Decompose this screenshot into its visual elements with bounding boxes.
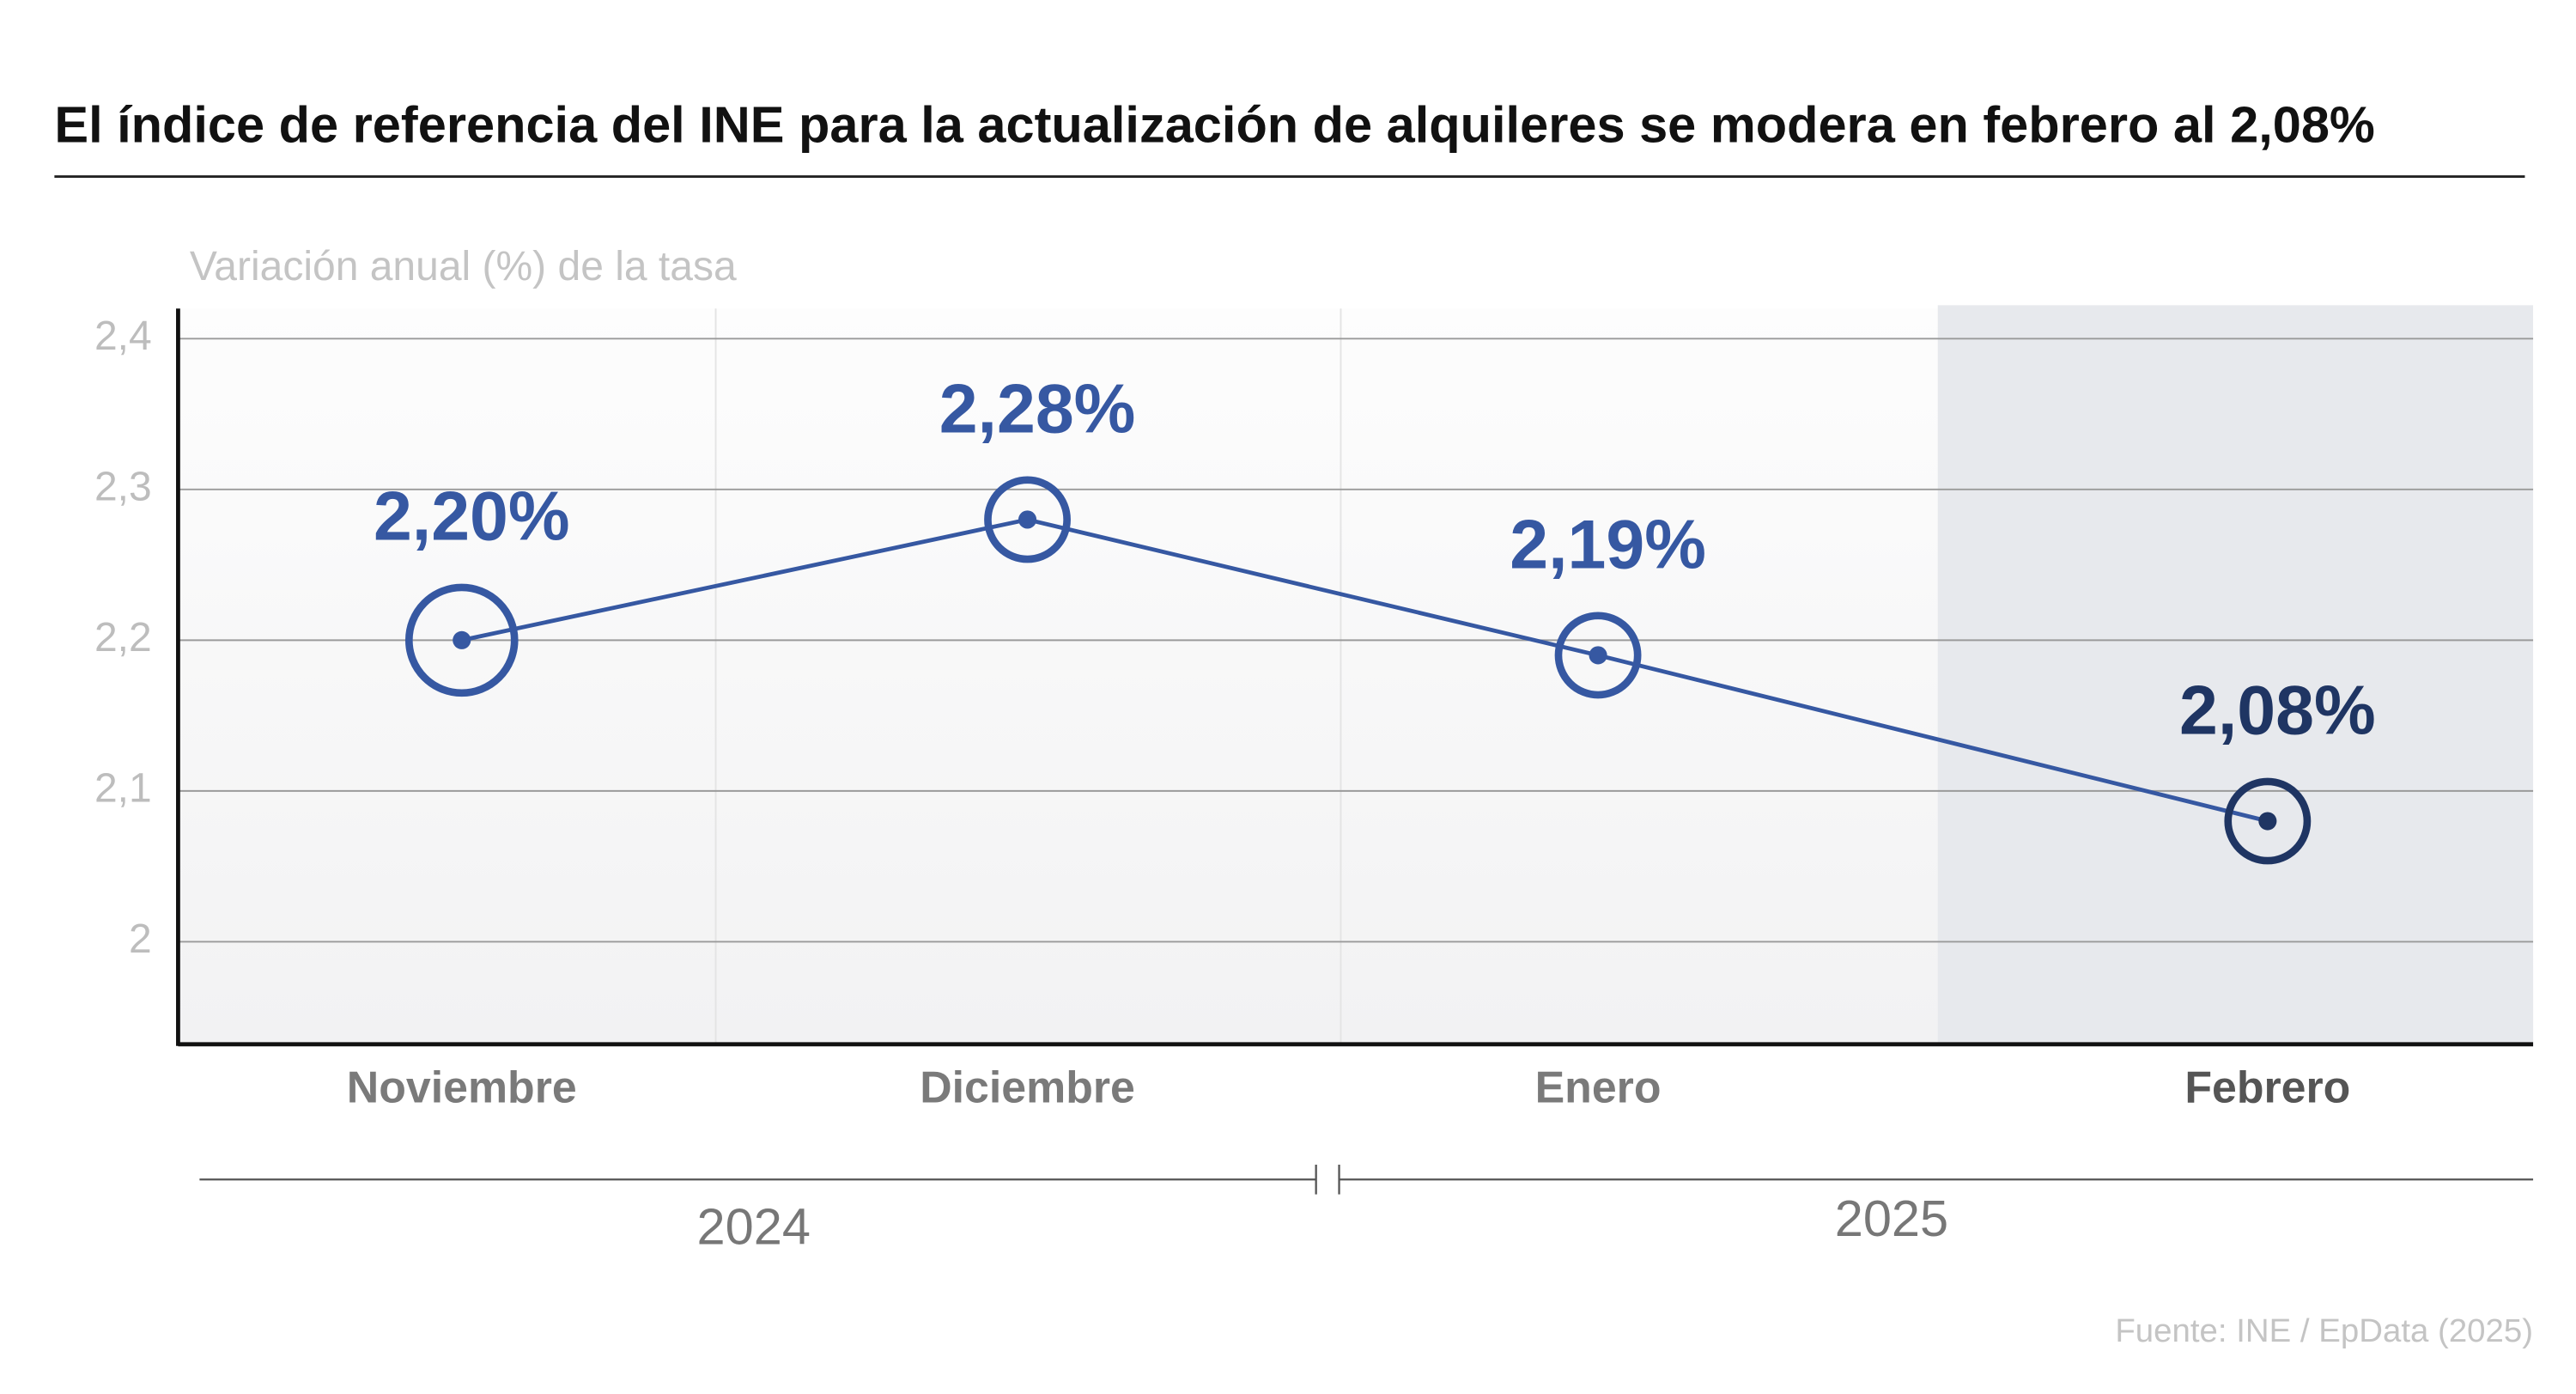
point-ring: [1554, 612, 1642, 699]
y-tick-label: 2: [129, 916, 152, 962]
y-tick-label: 2,4: [94, 313, 152, 359]
point: [2258, 812, 2277, 831]
period-label: 2025: [1835, 1190, 1948, 1247]
source: Fuente: INE / EpData (2025): [2115, 1312, 2533, 1349]
x-tick-label: Enero: [1535, 1062, 1662, 1111]
period-label: 2024: [697, 1198, 811, 1256]
chart-title: El índice de referencia del INE para la …: [54, 96, 2374, 154]
y-tick-label: 2,1: [94, 766, 152, 812]
x-tick-label: Diciembre: [920, 1062, 1135, 1111]
data-label: 2,08%: [2179, 672, 2376, 749]
y-tick-label: 2,3: [94, 465, 152, 510]
point-ring: [984, 476, 1071, 563]
highlight-band: [1937, 305, 2534, 1044]
point-ring: [2224, 777, 2312, 865]
data-label: 2,28%: [939, 370, 1136, 447]
y-tick-label: 2,2: [94, 615, 152, 660]
point: [1018, 510, 1037, 529]
x-tick-label: Febrero: [2184, 1062, 2350, 1111]
data-label: 2,19%: [1510, 506, 1706, 583]
data-label: 2,20%: [374, 478, 570, 555]
subtitle: Variación anual (%) de la tasa: [190, 244, 737, 289]
x-tick-label: Noviembre: [347, 1062, 577, 1111]
line: [461, 517, 2269, 824]
point-ring: [404, 583, 519, 697]
point: [453, 630, 471, 649]
point: [1589, 646, 1607, 665]
